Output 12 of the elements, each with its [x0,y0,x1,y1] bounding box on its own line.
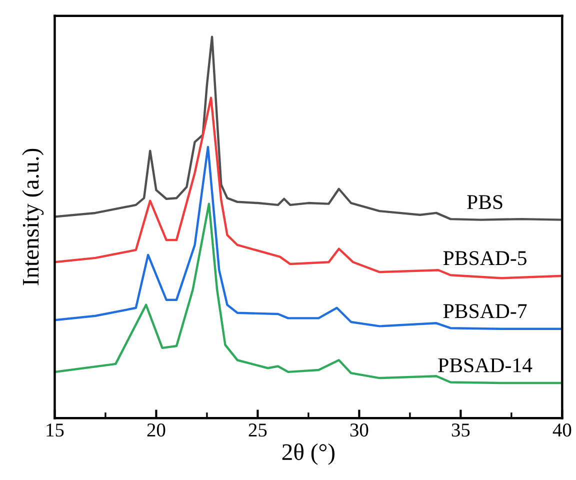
x-tick-label: 30 [350,424,368,437]
x-axis-title: 2θ (°) [282,443,335,465]
x-tick-label: 25 [248,424,267,437]
x-tick-label: 35 [452,424,470,437]
series-label: PBSAD-7 [443,304,527,318]
y-axis-title: Intensity (a.u.) [22,148,44,286]
x-tick-label: 20 [147,424,166,437]
series-label: PBSAD-14 [438,358,532,372]
x-tick-label: 40 [552,424,572,437]
x-tick-label: 15 [46,424,64,437]
series-label: PBSAD-5 [443,251,526,266]
series-label: PBS [467,195,502,210]
